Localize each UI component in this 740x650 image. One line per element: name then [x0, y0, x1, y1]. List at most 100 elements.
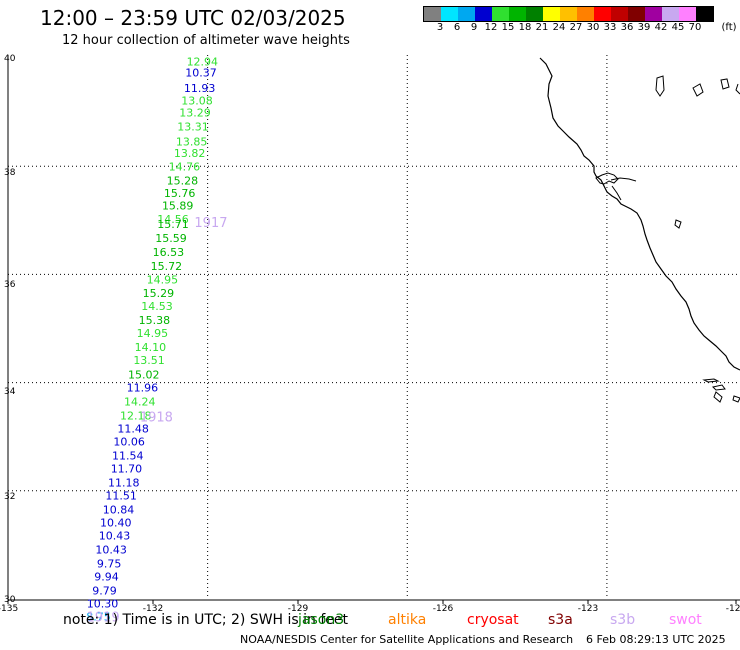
x-tick-label: -135	[0, 604, 18, 614]
color-legend-bar	[423, 6, 714, 22]
footnote: note: 1) Time is in UTC; 2) SWH is in fe…	[63, 612, 349, 628]
wave-height-value: 10.37	[185, 66, 217, 79]
legend-label: (ft)	[721, 22, 737, 33]
wave-height-value: 15.71	[157, 218, 189, 231]
wave-height-value: 14.53	[141, 300, 173, 313]
legend-label: 18	[518, 22, 532, 33]
wave-height-value: 15.59	[155, 232, 187, 245]
legend-label: 30	[586, 22, 600, 33]
wave-height-value: 14.95	[147, 274, 179, 287]
california-coastline	[539, 57, 740, 371]
legend-swatch	[696, 7, 713, 21]
legend-label: 6	[453, 22, 461, 33]
legend-label: 15	[501, 22, 515, 33]
legend-label: 12	[484, 22, 498, 33]
satellite-altika: altika	[388, 612, 427, 628]
satellite-jason3: jason3	[298, 612, 345, 628]
credit-line: NOAA/NESDIS Center for Satellite Applica…	[240, 633, 574, 646]
wave-height-value: 15.89	[162, 199, 194, 212]
legend-swatch	[560, 7, 577, 21]
wave-height-value: 13.82	[174, 147, 206, 160]
wave-height-value: 14.95	[137, 327, 169, 340]
legend-swatch	[645, 7, 662, 21]
wave-height-value: 11.96	[127, 381, 159, 394]
wave-height-value: 15.76	[164, 187, 196, 200]
south-bay	[611, 185, 622, 201]
wave-height-value: 16.53	[153, 246, 185, 259]
legend-swatch	[509, 7, 526, 21]
satellite-swot: swot	[669, 612, 702, 628]
legend-label: 42	[654, 22, 668, 33]
legend-swatch	[458, 7, 475, 21]
wave-height-value: 14.76	[169, 161, 201, 174]
y-tick-label: 36	[4, 280, 16, 290]
wave-height-value: 15.72	[151, 260, 183, 273]
channel-island	[713, 391, 723, 403]
wave-height-value: 14.10	[135, 341, 167, 354]
wave-height-value: 8.75	[86, 611, 111, 624]
legend-swatch	[475, 7, 492, 21]
satellite-s3a: s3a	[548, 612, 573, 628]
lake-outline	[735, 83, 740, 95]
y-tick-label: 30	[4, 595, 16, 605]
legend-label: 24	[552, 22, 566, 33]
legend-label: 3	[436, 22, 444, 33]
wave-height-value: 13.08	[181, 95, 213, 108]
wave-height-value: 13.51	[133, 354, 165, 367]
generation-timestamp: 6 Feb 08:29:13 UTC 2025	[586, 633, 726, 646]
legend-swatch	[662, 7, 679, 21]
wave-height-value: 10.30	[87, 598, 119, 611]
legend-label: 36	[620, 22, 634, 33]
color-legend-labels: 3 6 9 12 15 18 21 24 27 30 33 36 39 42 45 70 (ft)	[423, 22, 740, 36]
wave-height-value: 10.84	[103, 504, 135, 517]
legend-swatch	[577, 7, 594, 21]
san-francisco-bay	[595, 172, 619, 185]
legend-swatch	[441, 7, 458, 21]
lake-outline	[720, 78, 730, 90]
wave-height-value: 9.94	[94, 571, 119, 584]
pass-time-label: 1918	[140, 411, 173, 426]
wave-height-value: 14.56	[157, 213, 189, 226]
pass-time-label: 1917	[194, 216, 227, 231]
wave-height-value: 13.31	[177, 120, 209, 133]
channel-island	[702, 378, 720, 383]
delta-channel	[610, 177, 637, 182]
legend-label: 45	[671, 22, 685, 33]
wave-height-value: 11.48	[117, 422, 149, 435]
wave-height-value: 12.94	[187, 56, 219, 69]
legend-swatch	[611, 7, 628, 21]
legend-swatch	[526, 7, 543, 21]
channel-island	[732, 395, 740, 403]
satellite-s3b: s3b	[610, 612, 636, 628]
satellite-cryosat: cryosat	[467, 612, 519, 628]
y-tick-label: 40	[4, 54, 16, 64]
legend-label: 21	[535, 22, 549, 33]
x-tick-label: -132	[143, 604, 163, 614]
wave-height-value: 11.70	[111, 462, 143, 475]
x-tick-label: -123	[578, 604, 598, 614]
lake-outline	[655, 75, 665, 97]
wave-height-value: 15.29	[143, 287, 175, 300]
wave-height-value: 14.24	[124, 395, 156, 408]
y-tick-label: 32	[4, 492, 15, 502]
lake-outline	[692, 83, 704, 97]
legend-swatch	[594, 7, 611, 21]
legend-swatch	[424, 7, 441, 21]
wave-height-value: 11.18	[108, 476, 140, 489]
wave-height-value: 13.85	[176, 136, 208, 149]
wave-height-value: 12.18	[120, 409, 152, 422]
legend-swatch	[679, 7, 696, 21]
channel-island	[712, 384, 726, 391]
x-tick-label: -124	[726, 604, 740, 614]
wave-height-value: 15.28	[167, 175, 199, 188]
wave-height-value: 11.51	[105, 489, 137, 502]
x-tick-label: -129	[288, 604, 309, 614]
wave-height-value: 11.54	[112, 449, 144, 462]
wave-height-value: 10.40	[100, 517, 132, 530]
y-tick-label: 34	[4, 387, 16, 397]
legend-label: 9	[470, 22, 478, 33]
wave-height-value: 15.38	[139, 314, 171, 327]
wave-height-value: 15.02	[128, 368, 160, 381]
wave-height-value: 11.93	[184, 82, 216, 95]
